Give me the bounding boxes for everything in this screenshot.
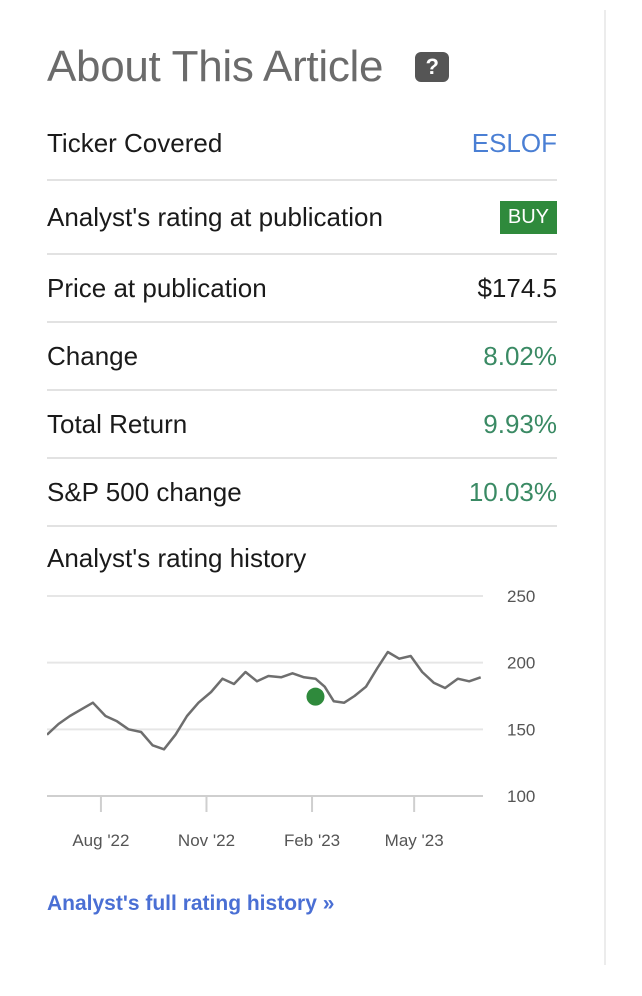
row-sp500: S&P 500 change 10.03% <box>47 459 557 527</box>
sp500-value: 10.03% <box>468 476 557 507</box>
row-rating: Analyst's rating at publication BUY <box>47 181 557 255</box>
x-tick-label-3: May '23 <box>385 831 444 850</box>
row-change: Change 8.02% <box>47 323 557 391</box>
rating-history-chart: 250 200 150 100 Aug '22 Nov '22 Feb '23 May '23 <box>47 587 535 850</box>
panel-title: About This Article <box>47 42 384 91</box>
change-value: 8.02% <box>483 340 557 371</box>
article-stats: Ticker Covered ESLOF Analyst's rating at… <box>47 108 557 527</box>
help-icon[interactable]: ? <box>415 52 450 82</box>
x-tick-label-0: Aug '22 <box>72 831 129 850</box>
about-article-panel: About This Article ? Ticker Covered ESLO… <box>47 36 557 915</box>
ticker-link[interactable]: ESLOF <box>471 128 557 158</box>
change-label: Change <box>47 340 139 371</box>
y-tick-label-200: 200 <box>507 654 535 673</box>
y-tick-label-250: 250 <box>507 587 535 606</box>
x-tick-label-2: Feb '23 <box>284 831 340 850</box>
right-divider <box>604 10 606 965</box>
price-value: $174.5 <box>477 272 557 303</box>
row-price: Price at publication $174.5 <box>47 255 557 323</box>
y-tick-label-150: 150 <box>507 720 535 739</box>
y-tick-label-100: 100 <box>507 787 535 806</box>
price-label: Price at publication <box>47 272 267 303</box>
publication-marker <box>306 687 325 706</box>
sp500-label: S&P 500 change <box>47 476 242 507</box>
x-tick-label-1: Nov '22 <box>178 831 235 850</box>
buy-badge: BUY <box>499 200 557 234</box>
row-ticker: Ticker Covered ESLOF <box>47 108 557 181</box>
total-return-value: 9.93% <box>483 408 557 439</box>
total-return-label: Total Return <box>47 408 188 439</box>
row-total-return: Total Return 9.93% <box>47 391 557 459</box>
full-rating-history-link[interactable]: Analyst's full rating history » <box>47 892 335 915</box>
rating-history-label: Analyst's rating history <box>47 543 307 573</box>
ticker-label: Ticker Covered <box>47 128 223 158</box>
price-line <box>47 650 482 751</box>
rating-label: Analyst's rating at publication <box>47 201 383 232</box>
title-row: About This Article ? <box>47 36 557 98</box>
